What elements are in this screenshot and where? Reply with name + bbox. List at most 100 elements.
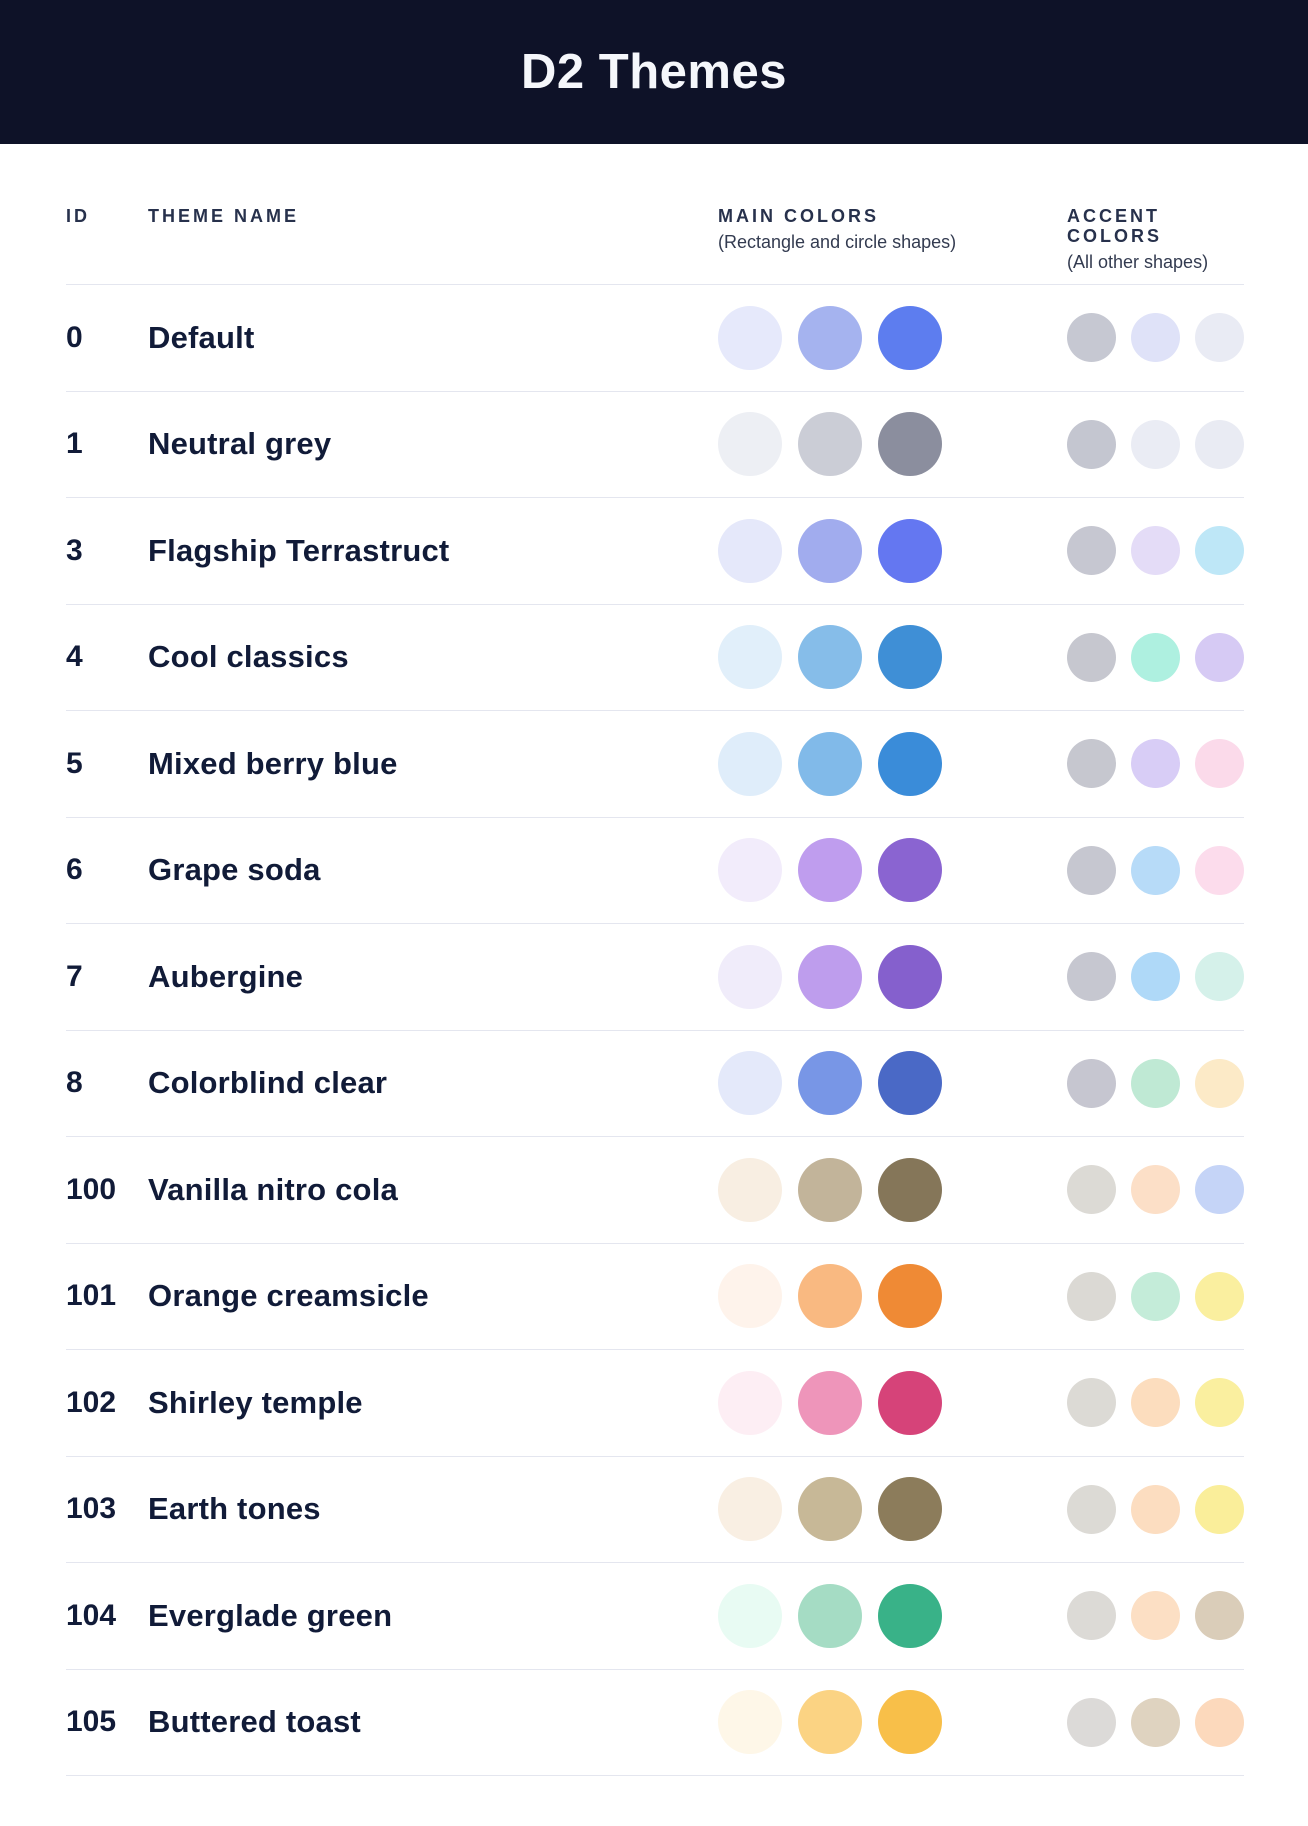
theme-name: Neutral grey [148,426,332,462]
main-color-swatch [718,1690,782,1755]
theme-id: 105 [66,1705,117,1739]
id-column-label: ID [66,206,90,226]
table-row: 7 Aubergine [66,924,1244,1031]
main-color-swatch [718,731,782,796]
table-row: 103 Earth tones [66,1457,1244,1563]
accent-color-swatch [1195,739,1244,789]
accent-color-swatch [1067,1271,1116,1321]
theme-name: Orange creamsicle [148,1278,429,1314]
accent-color-swatch [1067,1378,1116,1428]
main-color-swatch [878,518,942,583]
accent-colors-column-label: ACCENT COLORS [1067,206,1163,246]
accent-color-swatches [1067,1591,1244,1641]
main-color-swatch [798,1157,862,1222]
accent-color-swatch [1195,1058,1244,1108]
accent-color-swatch [1067,632,1116,682]
main-color-swatch [798,305,862,370]
theme-id: 6 [66,853,83,887]
accent-color-swatch [1195,313,1244,363]
table-row: 8 Colorblind clear [66,1031,1244,1137]
main-color-swatches [718,1370,1067,1435]
accent-color-swatches [1067,1058,1244,1108]
theme-id: 1 [66,427,83,461]
main-color-swatch [878,1370,942,1435]
theme-name: Mixed berry blue [148,745,398,781]
main-color-swatches [718,1583,1067,1648]
accent-color-swatch [1067,526,1116,576]
theme-id: 104 [66,1598,117,1632]
theme-name-column-label: THEME NAME [148,206,299,226]
main-color-swatch [718,1370,782,1435]
accent-color-swatch [1067,845,1116,895]
main-color-swatch [718,412,782,477]
main-color-swatch [878,944,942,1009]
accent-color-swatch [1067,1058,1116,1108]
theme-name: Everglade green [148,1597,393,1633]
main-color-swatches [718,625,1067,690]
accent-color-swatches [1067,419,1244,469]
theme-name: Colorblind clear [148,1065,388,1101]
accent-color-swatch [1131,1484,1180,1534]
theme-id: 3 [66,533,83,567]
main-color-swatch [718,1477,782,1542]
accent-color-swatch [1131,845,1180,895]
accent-color-swatch [1131,1591,1180,1641]
main-color-swatch [718,944,782,1009]
main-color-swatch [798,412,862,477]
main-color-swatch [878,1264,942,1329]
accent-color-swatch [1067,419,1116,469]
page-header: D2 Themes [0,0,1308,144]
main-colors-column-label: MAIN COLORS [718,206,879,226]
accent-color-swatch [1195,1484,1244,1534]
theme-name: Earth tones [148,1491,321,1527]
accent-color-swatches [1067,313,1244,363]
main-color-swatch [798,1051,862,1116]
accent-color-swatch [1195,1591,1244,1641]
accent-color-swatches [1067,739,1244,789]
accent-color-swatch [1067,1697,1116,1747]
main-color-swatch [878,625,942,690]
accent-color-swatch [1067,739,1116,789]
table-row: 105 Buttered toast [66,1670,1244,1776]
table-column-headers: ID THEME NAME MAIN COLORS (Rectangle and… [66,144,1244,285]
accent-color-swatches [1067,1165,1244,1215]
table-row: 100 Vanilla nitro cola [66,1137,1244,1244]
theme-name: Default [148,319,255,355]
accent-color-swatch [1195,1165,1244,1215]
main-color-swatch [798,518,862,583]
main-color-swatch [798,731,862,796]
main-color-swatch [798,944,862,1009]
accent-color-swatch [1131,1697,1180,1747]
accent-color-swatch [1131,952,1180,1002]
accent-color-swatch [1131,632,1180,682]
table-row: 6 Grape soda [66,818,1244,924]
theme-id: 100 [66,1172,117,1206]
main-color-swatch [718,1583,782,1648]
theme-id: 7 [66,959,83,993]
main-color-swatches [718,1477,1067,1542]
main-color-swatch [798,1477,862,1542]
accent-color-swatch [1195,419,1244,469]
main-color-swatch [718,625,782,690]
theme-id: 4 [66,640,83,674]
accent-color-swatch [1131,739,1180,789]
main-color-swatch [798,1690,862,1755]
column-header-main-colors: MAIN COLORS (Rectangle and circle shapes… [718,206,1067,252]
accent-color-swatch [1131,419,1180,469]
theme-name: Vanilla nitro cola [148,1171,398,1207]
accent-color-swatch [1067,1165,1116,1215]
accent-color-swatches [1067,526,1244,576]
column-header-accent-colors: ACCENT COLORS (All other shapes) [1067,206,1244,272]
theme-id: 103 [66,1492,117,1526]
theme-id: 8 [66,1066,83,1100]
page-title: D2 Themes [521,45,787,99]
main-colors-column-sublabel: (Rectangle and circle shapes) [718,232,957,252]
main-color-swatches [718,1690,1067,1755]
accent-color-swatch [1131,1378,1180,1428]
main-color-swatch [798,838,862,903]
accent-color-swatches [1067,1484,1244,1534]
accent-color-swatch [1131,313,1180,363]
column-header-id: ID [66,206,148,226]
table-row: 5 Mixed berry blue [66,711,1244,818]
accent-color-swatch [1195,526,1244,576]
